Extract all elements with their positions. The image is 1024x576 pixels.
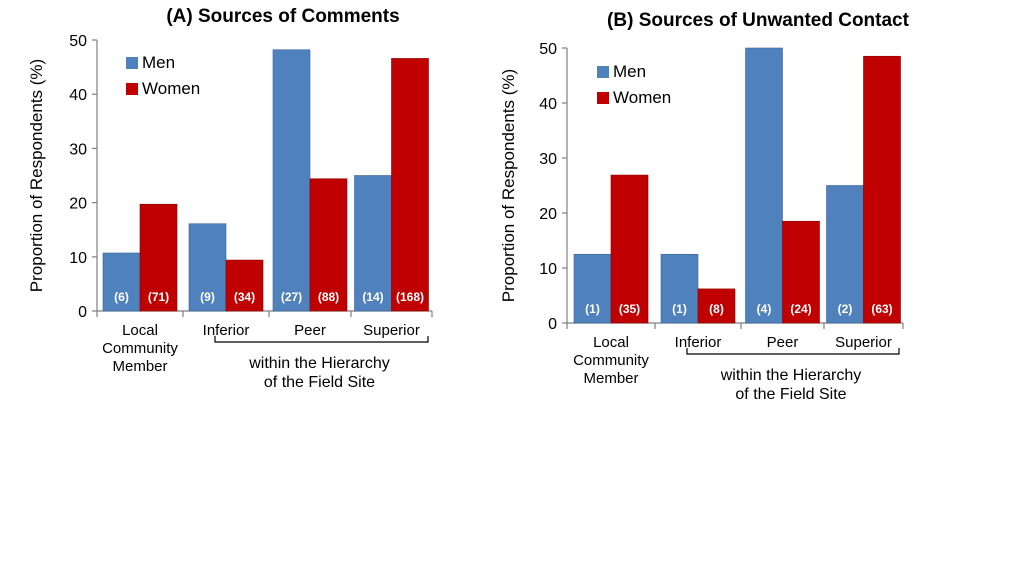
bar-women-0 bbox=[139, 203, 178, 312]
chart-title: (A) Sources of Comments bbox=[166, 6, 399, 27]
bar-data-label: (88) bbox=[318, 290, 339, 304]
bar-men-2 bbox=[745, 47, 783, 324]
x-category-label: Inferior bbox=[675, 334, 722, 351]
bar-women-2 bbox=[309, 178, 348, 312]
x-category-label: Superior bbox=[363, 322, 420, 339]
bar-men-1 bbox=[188, 223, 227, 312]
chart-title: (B) Sources of Unwanted Contact bbox=[607, 10, 910, 31]
x-category-label: Community bbox=[102, 340, 178, 357]
y-tick-label: 20 bbox=[69, 196, 87, 213]
bar-data-label: (71) bbox=[148, 290, 169, 304]
bar-men-0 bbox=[102, 252, 141, 312]
y-tick-label: 20 bbox=[539, 206, 557, 223]
bar-data-label: (6) bbox=[114, 290, 129, 304]
bar-data-label: (14) bbox=[362, 290, 383, 304]
hierarchy-bracket bbox=[686, 348, 900, 355]
bar-data-label: (63) bbox=[871, 302, 892, 316]
legend-label-women: Women bbox=[613, 88, 671, 107]
y-axis-label: Proportion of Respondents (%) bbox=[27, 59, 46, 292]
x-category-label: Inferior bbox=[203, 322, 250, 339]
legend-label-men: Men bbox=[613, 62, 646, 81]
bar-men-1 bbox=[660, 253, 699, 324]
bar-data-label: (8) bbox=[709, 302, 724, 316]
x-category-label: Superior bbox=[835, 334, 892, 351]
bar-data-label: (27) bbox=[281, 290, 302, 304]
y-tick-label: 10 bbox=[69, 250, 87, 267]
y-tick-label: 50 bbox=[539, 41, 557, 58]
legend-swatch-women bbox=[126, 83, 138, 95]
group-label: of the Field Site bbox=[264, 374, 375, 391]
bar-data-label: (24) bbox=[790, 302, 811, 316]
bar-men-3 bbox=[354, 175, 392, 312]
bar-women-1 bbox=[697, 288, 736, 324]
bar-women-0 bbox=[610, 174, 649, 324]
chart-a: (A) Sources of Comments Proportion of Res… bbox=[27, 6, 433, 391]
y-tick-label: 10 bbox=[539, 261, 557, 278]
y-tick-label: 50 bbox=[69, 33, 87, 50]
y-tick-label: 0 bbox=[78, 304, 87, 321]
chart-b: (B) Sources of Unwanted Contact Proportio… bbox=[499, 10, 910, 403]
bar-data-label: (34) bbox=[234, 290, 255, 304]
y-axis-label: Proportion of Respondents (%) bbox=[499, 69, 518, 302]
bar-men-0 bbox=[573, 253, 612, 324]
legend-label-men: Men bbox=[142, 53, 175, 72]
y-tick-label: 40 bbox=[539, 96, 557, 113]
bar-data-label: (168) bbox=[396, 290, 424, 304]
bar-data-label: (1) bbox=[672, 302, 687, 316]
bar-data-label: (1) bbox=[585, 302, 600, 316]
x-category-label: Local bbox=[593, 334, 629, 351]
legend-label-women: Women bbox=[142, 79, 200, 98]
legend-swatch-men bbox=[597, 66, 609, 78]
bar-women-2 bbox=[782, 220, 820, 324]
bar-women-1 bbox=[225, 259, 264, 312]
x-category-label: Member bbox=[112, 358, 167, 375]
y-tick-label: 30 bbox=[539, 151, 557, 168]
x-category-label: Peer bbox=[294, 322, 326, 339]
bar-men-3 bbox=[826, 185, 864, 324]
bar-data-label: (9) bbox=[200, 290, 215, 304]
bar-women-3 bbox=[391, 58, 429, 312]
group-label: of the Field Site bbox=[735, 386, 846, 403]
y-tick-label: 0 bbox=[548, 316, 557, 333]
legend-swatch-women bbox=[597, 92, 609, 104]
group-label: within the Hierarchy bbox=[720, 367, 862, 384]
x-category-label: Peer bbox=[767, 334, 799, 351]
bar-women-3 bbox=[863, 55, 901, 324]
x-category-label: Community bbox=[573, 352, 649, 369]
y-tick-label: 40 bbox=[69, 87, 87, 104]
y-tick-label: 30 bbox=[69, 141, 87, 158]
x-category-label: Local bbox=[122, 322, 158, 339]
hierarchy-bracket bbox=[214, 336, 429, 343]
bar-data-label: (4) bbox=[757, 302, 772, 316]
bar-data-label: (2) bbox=[838, 302, 853, 316]
bar-data-label: (35) bbox=[619, 302, 640, 316]
bar-men-2 bbox=[272, 49, 311, 312]
group-label: within the Hierarchy bbox=[248, 355, 390, 372]
x-category-label: Member bbox=[583, 370, 638, 387]
legend-swatch-men bbox=[126, 57, 138, 69]
